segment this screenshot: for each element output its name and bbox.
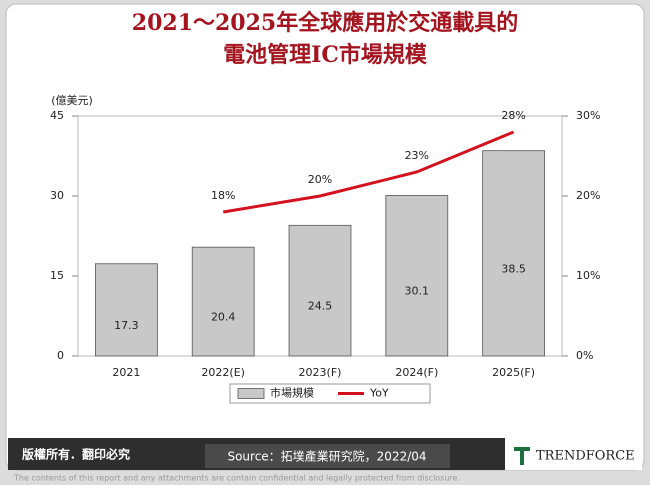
bar (385, 195, 449, 357)
y2-tick-label: 10% (576, 269, 600, 282)
y-tick-label: 45 (50, 109, 64, 122)
logo-box (505, 438, 642, 470)
bar (191, 246, 255, 357)
source: Source：拓墣產業研究院，2022/04 (227, 449, 426, 464)
line-value-label: 20% (308, 173, 332, 186)
logo: TRENDFORCE (536, 449, 635, 464)
source-box (205, 444, 450, 468)
x-tick-label: 2025(F) (492, 366, 535, 379)
bar (288, 224, 352, 357)
y-tick-label: 30 (50, 189, 64, 202)
x-tick-label: 2022(E) (201, 366, 245, 379)
y2-tick-label: 0% (576, 349, 593, 362)
x-tick-label: 2024(F) (395, 366, 438, 379)
bar-value-label: 38.5 (501, 262, 526, 275)
legend-label: 市場規模 (270, 386, 314, 400)
bar-value-label: 17.3 (114, 319, 139, 332)
y-tick-label: 15 (50, 269, 64, 282)
bar-value-label: 24.5 (308, 300, 333, 313)
y-unit-label: (億美元) (51, 94, 93, 107)
title-line: 2021～2025年全球應用於交通載具的 (132, 10, 518, 36)
legend-swatch (237, 388, 265, 399)
copyright: 版權所有．翻印必究 (22, 447, 130, 462)
x-tick-label: 2021 (112, 366, 140, 379)
line-value-label: 18% (211, 189, 235, 202)
x-tick-label: 2023(F) (299, 366, 342, 379)
line (222, 130, 515, 214)
disclaimer: The contents of this report and any atta… (13, 474, 460, 483)
bar (482, 150, 545, 357)
bar-value-label: 30.1 (405, 285, 430, 298)
y2-tick-label: 20% (576, 189, 600, 202)
legend-box (229, 383, 431, 404)
bar (95, 263, 158, 357)
bar-value-label: 20.4 (211, 311, 236, 324)
title-line: 電池管理IC市場規模 (223, 42, 428, 68)
line-value-label: 28% (501, 109, 525, 122)
line-value-label: 23% (405, 149, 429, 162)
y-tick-label: 0 (57, 349, 64, 362)
y2-tick-label: 30% (576, 109, 600, 122)
logo-icon (514, 447, 530, 465)
legend-label: YoY (369, 387, 389, 400)
